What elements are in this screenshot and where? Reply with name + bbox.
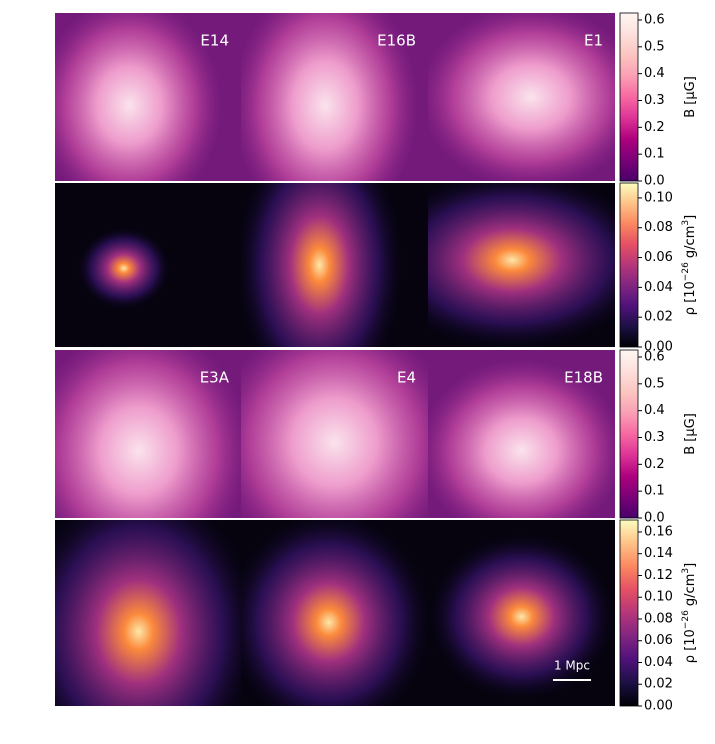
colorbar (619, 349, 639, 519)
tick-label: 0.10 (644, 590, 673, 605)
colorbar (619, 12, 639, 182)
tick-label: 0.06 (644, 633, 673, 648)
map-panel (55, 183, 241, 347)
label-part: ρ [10 (683, 281, 698, 315)
structure (428, 183, 615, 347)
tick-label: 0.3 (644, 93, 665, 108)
tick-label: 0.3 (644, 430, 665, 445)
tick-label: 0.5 (644, 39, 665, 54)
label-part: ] (683, 563, 698, 568)
tick-label: 0.4 (644, 403, 665, 418)
tick-label: 0.1 (644, 147, 665, 162)
map-panel: E14 (55, 13, 241, 181)
map-panel: E4 (241, 350, 428, 518)
label-part: g/cm (683, 226, 698, 263)
structure (428, 13, 615, 181)
tick-label: 0.6 (644, 12, 665, 27)
map-panel: 1 Mpc (428, 520, 615, 706)
map-panel (428, 183, 615, 347)
label-part: B [μG] (683, 76, 698, 118)
panel-label: E3A (200, 369, 230, 387)
panel-label: E14 (200, 32, 229, 50)
colorbar (619, 519, 639, 707)
scale-bar-label: 1 Mpc (554, 659, 590, 673)
tick-label: 0.08 (644, 611, 673, 626)
tick-label: 0.4 (644, 66, 665, 81)
colorbar-label: B [μG] (683, 76, 698, 118)
label-part: ρ [10 (683, 629, 698, 663)
label-part: ] (683, 215, 698, 220)
colorbar-label: ρ [10−26 g/cm3] (681, 215, 698, 315)
structure (55, 13, 223, 181)
tick-label: 0.1 (644, 484, 665, 499)
panel-label: E16B (377, 32, 416, 50)
map-panel: E3A (55, 350, 241, 518)
structure (55, 520, 241, 706)
structure (241, 13, 419, 181)
structure (428, 533, 615, 701)
tick-label: 0.00 (644, 340, 673, 355)
map-panel: E16B (241, 13, 428, 181)
structure (55, 350, 241, 518)
label-part: g/cm (683, 574, 698, 611)
tick-label: 0.04 (644, 280, 673, 295)
label-part: −26 (681, 262, 691, 281)
structure (77, 227, 171, 310)
map-panel (55, 520, 241, 706)
tick-label: 0.2 (644, 120, 665, 135)
panel-label: E18B (564, 369, 603, 387)
tick-label: 0.0 (644, 511, 665, 526)
colorbar-label: B [μG] (683, 413, 698, 455)
map-panel (241, 183, 428, 347)
map-panel (241, 520, 428, 706)
structure (428, 358, 615, 518)
tick-label: 0.08 (644, 220, 673, 235)
label-part: −26 (681, 610, 691, 629)
tick-label: 0.02 (644, 310, 673, 325)
map-panel: E18B (428, 350, 615, 518)
tick-label: 0.12 (644, 568, 673, 583)
tick-label: 0.16 (644, 524, 673, 539)
structure (241, 520, 428, 706)
colorbar (619, 182, 639, 348)
label-part: B [μG] (683, 413, 698, 455)
label-part: 3 (681, 568, 691, 574)
map-panel: E1 (428, 13, 615, 181)
label-part: 3 (681, 220, 691, 226)
tick-label: 0.02 (644, 677, 673, 692)
structure (241, 350, 428, 518)
tick-label: 0.6 (644, 349, 665, 364)
tick-label: 0.14 (644, 546, 673, 561)
tick-label: 0.04 (644, 655, 673, 670)
tick-label: 0.00 (644, 699, 673, 714)
tick-label: 0.10 (644, 190, 673, 205)
panel-label: E1 (584, 32, 603, 50)
tick-label: 0.06 (644, 250, 673, 265)
tick-label: 0.0 (644, 174, 665, 189)
structure (241, 183, 404, 347)
panel-label: E4 (397, 369, 416, 387)
colorbar-label: ρ [10−26 g/cm3] (681, 563, 698, 663)
tick-label: 0.2 (644, 457, 665, 472)
tick-label: 0.5 (644, 376, 665, 391)
